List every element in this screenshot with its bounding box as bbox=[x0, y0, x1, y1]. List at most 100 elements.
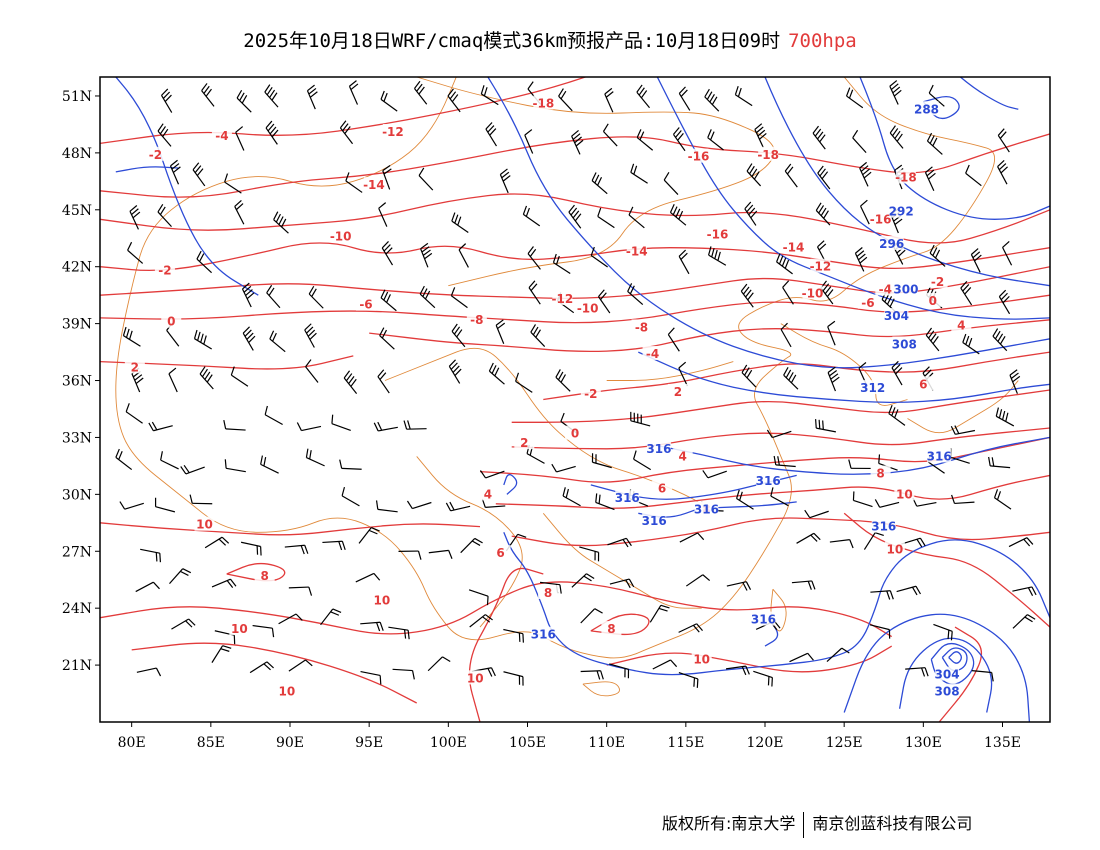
wind-barb bbox=[784, 163, 798, 188]
wind-barb bbox=[234, 199, 245, 225]
temperature-contour-label: -2 bbox=[149, 148, 162, 162]
wind-barb bbox=[796, 532, 821, 544]
lon-tick-label: 90E bbox=[276, 735, 304, 751]
height-label-bg bbox=[615, 490, 640, 505]
temperature-contour-label: 10 bbox=[693, 652, 710, 666]
wind-barb bbox=[829, 539, 854, 549]
height-contour-label: 316 bbox=[646, 442, 671, 456]
wind-barb bbox=[580, 608, 603, 624]
copyright-company: 南京创蓝科技有限公司 bbox=[812, 814, 973, 833]
temperature-contour-label: -14 bbox=[783, 241, 805, 255]
wind-barb bbox=[380, 90, 398, 112]
lat-tick-label: 33N bbox=[62, 430, 92, 446]
wind-barb bbox=[630, 411, 651, 427]
wind-barb bbox=[377, 369, 390, 394]
temperature-contour-label: -18 bbox=[757, 148, 779, 162]
temperature-contour bbox=[938, 626, 983, 722]
wind-barb bbox=[992, 328, 1008, 352]
wind-barb bbox=[595, 493, 615, 511]
height-contour-label: 300 bbox=[893, 282, 918, 296]
wind-barb bbox=[746, 163, 762, 187]
wind-barb bbox=[1012, 586, 1037, 596]
border-line bbox=[384, 347, 718, 514]
height-contour bbox=[959, 77, 1019, 110]
temperature-label-bg bbox=[465, 670, 486, 685]
wind-barb bbox=[1008, 537, 1034, 548]
wind-barb bbox=[125, 403, 143, 424]
temperature-contour-label: 6 bbox=[496, 546, 504, 560]
height-label-bg bbox=[694, 501, 719, 516]
wind-barb bbox=[971, 670, 994, 682]
wind-barb bbox=[249, 661, 274, 674]
temperature-label-bg bbox=[652, 480, 673, 495]
border-line bbox=[416, 77, 775, 287]
wind-barb bbox=[406, 500, 432, 510]
height-contour-label: 312 bbox=[860, 381, 885, 395]
wind-barb bbox=[140, 548, 162, 563]
temperature-contour bbox=[511, 427, 1050, 450]
height-contour bbox=[843, 613, 1031, 722]
wind-barb bbox=[804, 509, 829, 519]
wind-barb bbox=[168, 367, 178, 393]
wind-barb bbox=[869, 624, 891, 639]
copyright-footer: 版权所有:南京大学 南京创蓝科技有限公司 bbox=[662, 810, 972, 838]
wind-barb bbox=[379, 327, 395, 350]
temperature-label-bg bbox=[466, 311, 487, 326]
wind-barb bbox=[870, 590, 894, 600]
height-label-bg bbox=[884, 308, 909, 323]
temperature-label-bg bbox=[870, 465, 891, 480]
height-label-bg bbox=[871, 518, 896, 533]
lat-tick-label: 45N bbox=[62, 203, 92, 219]
wind-barb bbox=[420, 242, 433, 268]
wind-barb bbox=[741, 364, 757, 388]
border-line bbox=[542, 513, 702, 609]
temperature-label-bg bbox=[254, 567, 275, 582]
wind-barb bbox=[558, 88, 573, 112]
temperature-contour-label: 10 bbox=[886, 542, 903, 556]
wind-barb bbox=[891, 360, 903, 386]
wind-barb bbox=[925, 327, 940, 352]
wind-barb bbox=[495, 319, 506, 344]
wind-barb bbox=[119, 501, 144, 510]
lon-tick-label: 110E bbox=[588, 735, 625, 751]
wind-barb bbox=[196, 250, 212, 274]
temperature-contour-label: -10 bbox=[577, 301, 599, 315]
map-title: 2025年10月18日WRF/cmaq模式36km预报产品:10月18日09时 7… bbox=[0, 26, 1100, 53]
wind-barb bbox=[154, 497, 176, 513]
copyright-owner: 版权所有:南京大学 bbox=[662, 814, 796, 833]
wind-barb bbox=[136, 667, 162, 677]
temperature-label-bg bbox=[601, 621, 622, 636]
temperature-contour bbox=[100, 294, 1050, 324]
height-contour-label: 296 bbox=[879, 237, 904, 251]
lat-tick-label: 42N bbox=[62, 260, 92, 276]
wind-barb bbox=[135, 581, 160, 593]
plot-background bbox=[100, 77, 1050, 722]
wind-barb bbox=[607, 537, 632, 548]
temperature-contour-label: -16 bbox=[688, 150, 710, 164]
wind-barb bbox=[358, 526, 380, 544]
wind-barb bbox=[791, 580, 816, 590]
height-contour bbox=[948, 651, 962, 664]
wind-barb bbox=[235, 126, 245, 151]
pressure-level-label: 700hpa bbox=[788, 30, 857, 52]
temperature-label-bg bbox=[884, 541, 905, 556]
wind-barb bbox=[345, 172, 363, 193]
wind-barb bbox=[859, 161, 872, 187]
height-contour-label: 316 bbox=[871, 520, 896, 534]
border-line bbox=[780, 323, 908, 406]
temperature-label-bg bbox=[161, 313, 182, 328]
wind-barb bbox=[288, 659, 313, 672]
wind-barb bbox=[609, 578, 635, 589]
wind-barb bbox=[905, 667, 929, 677]
wind-barb bbox=[169, 159, 181, 185]
wind-barb bbox=[451, 212, 469, 233]
wind-barb bbox=[284, 544, 309, 555]
wind-barb bbox=[278, 613, 303, 625]
wind-barb bbox=[597, 207, 615, 229]
wind-barb bbox=[708, 246, 727, 266]
wind-barb bbox=[398, 550, 422, 560]
wind-barb bbox=[503, 628, 524, 643]
wind-barb bbox=[636, 129, 654, 151]
wind-barb bbox=[852, 129, 867, 154]
wind-barb bbox=[667, 327, 680, 352]
